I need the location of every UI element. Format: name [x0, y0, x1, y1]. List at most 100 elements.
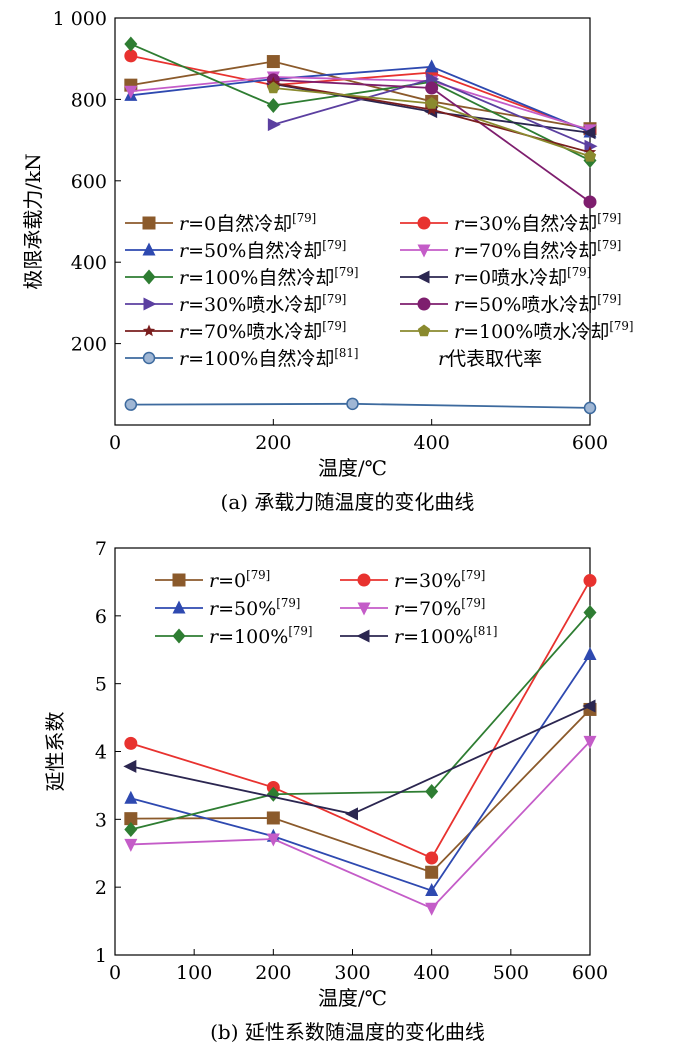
x-tick-label: 200: [255, 432, 291, 454]
series-line: [130, 43, 591, 162]
data-point: [124, 790, 138, 804]
x-tick-label: 400: [414, 432, 450, 454]
y-tick-label: 6: [95, 606, 107, 628]
series-2: [124, 574, 597, 865]
y-tick-label: 200: [71, 334, 107, 356]
y-tick-label: 1: [95, 945, 107, 967]
x-tick-label: 400: [414, 962, 450, 984]
data-point: [425, 851, 439, 865]
x-axis-label: 温度/℃: [318, 986, 387, 1010]
y-tick-label: 1 000: [53, 8, 107, 30]
data-point: [266, 811, 280, 825]
series-line: [130, 705, 591, 815]
data-point: [266, 98, 280, 114]
data-point: [582, 126, 596, 140]
data-point: [583, 646, 597, 660]
data-point: [584, 139, 598, 153]
legend-label: r=30%喷水冷却[79]: [179, 292, 346, 316]
data-point: [583, 604, 597, 620]
series-line: [130, 580, 591, 860]
data-point: [124, 736, 138, 750]
legend-label: r=100%喷水冷却[79]: [454, 319, 634, 343]
x-tick-label: 200: [255, 962, 291, 984]
y-tick-label: 2: [95, 877, 107, 899]
y-tick-label: 4: [95, 742, 107, 764]
series-6: [123, 699, 596, 821]
series-5: [124, 36, 597, 168]
series-line: [130, 653, 591, 892]
legend: r=0[79] r=30%[79] r=50%[79] r=70%[79] r=100%…: [155, 568, 498, 648]
x-axis-label: 温度/℃: [318, 456, 387, 480]
legend-label: r=0喷水冷却[79]: [454, 265, 591, 289]
x-tick-label: 0: [109, 432, 121, 454]
series-line: [130, 76, 591, 131]
y-axis-label: 延性系数: [43, 712, 67, 792]
legend-marker: [417, 297, 431, 311]
series-10: [267, 81, 597, 162]
data-point: [266, 833, 280, 847]
series-4: [124, 735, 597, 916]
series-7: [267, 72, 598, 153]
data-point: [425, 902, 439, 916]
chart-caption: (b) 延性系数随温度的变化曲线: [210, 1020, 485, 1044]
series-line: [130, 65, 591, 133]
series-line: [130, 740, 591, 910]
legend-marker: [417, 216, 431, 230]
data-point: [123, 759, 137, 773]
legend: r=0自然冷却[79] r=30%自然冷却[79] r=50%自然冷却[79] r=7…: [125, 211, 634, 370]
legend-marker: [172, 573, 186, 587]
x-tick-label: 0: [109, 962, 121, 984]
legend-note: r代表取代率: [438, 348, 542, 370]
data-point: [267, 118, 281, 132]
x-tick-label: 600: [572, 962, 608, 984]
legend-marker: [172, 600, 186, 614]
data-point: [583, 149, 597, 162]
legend-marker: [416, 270, 430, 284]
data-point: [582, 699, 596, 713]
series-11: [124, 397, 597, 415]
plot-frame: [114, 547, 591, 956]
chart-a: 0 200 400 600 200 400 600 800 1 000 温度/℃ 极限承载力/kN (…: [21, 8, 634, 514]
y-tick-label: 5: [95, 674, 107, 696]
legend-label: r=30%自然冷却[79]: [454, 211, 621, 235]
legend-marker: [142, 324, 156, 337]
series-line: [130, 402, 591, 409]
data-point: [124, 812, 138, 826]
y-tick-label: 800: [71, 89, 107, 111]
data-point: [425, 784, 439, 800]
legend-label: r=50%喷水冷却[79]: [454, 292, 621, 316]
series-1: [124, 55, 597, 136]
y-axis-label: 极限承载力/kN: [21, 153, 45, 289]
data-point: [345, 807, 358, 821]
data-point: [425, 865, 439, 879]
x-tick-label: 500: [493, 962, 529, 984]
legend-marker: [357, 573, 371, 587]
series-line: [130, 54, 591, 132]
chart-caption: (a) 承载力随温度的变化曲线: [221, 490, 475, 514]
data-point: [124, 398, 138, 411]
data-point: [267, 81, 280, 94]
legend-label: r=100%[81]: [394, 624, 498, 648]
data-point: [124, 838, 138, 852]
data-point: [583, 195, 597, 209]
data-point: [124, 85, 138, 99]
data-point: [425, 883, 439, 897]
data-point: [124, 49, 138, 63]
data-point: [266, 55, 280, 69]
data-point: [124, 36, 138, 52]
legend-label: r=30%[79]: [394, 568, 485, 592]
data-point: [583, 735, 597, 749]
legend-label: r=0自然冷却[79]: [179, 211, 316, 235]
y-tick-label: 600: [71, 171, 107, 193]
data-point: [124, 822, 138, 838]
legend-marker: [357, 602, 371, 616]
legend-marker: [142, 242, 156, 256]
series-line: [130, 611, 591, 831]
data-point: [346, 397, 359, 411]
plot-frame: [114, 17, 591, 426]
legend-label: r=50%[79]: [209, 596, 300, 620]
legend-marker: [417, 244, 431, 258]
legend-label: r=100%[79]: [209, 624, 313, 648]
data-point: [425, 103, 438, 115]
data-point: [583, 401, 597, 415]
